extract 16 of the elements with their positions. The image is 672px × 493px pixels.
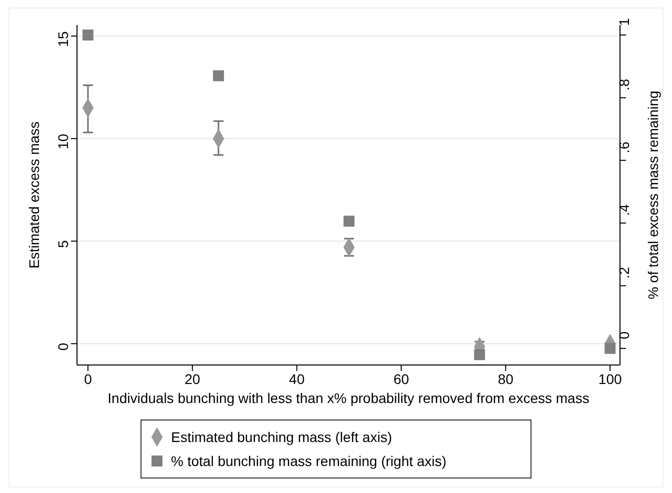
x-tick-label: 100 xyxy=(598,370,622,387)
y-tick-label: 5 xyxy=(55,240,71,248)
x-tick-label: 0 xyxy=(84,370,92,387)
y-tick-label: 0 xyxy=(55,342,71,351)
legend-label: Estimated bunching mass (left axis) xyxy=(171,429,392,445)
y-tick-label: 15 xyxy=(55,31,71,47)
x-tick-label: 20 xyxy=(184,370,200,387)
x-tick-label: 60 xyxy=(393,370,410,387)
x-tick-label: 80 xyxy=(498,370,514,387)
y2-tick-label: 1 xyxy=(616,18,632,26)
y2-axis-title: % of total excess mass remaining xyxy=(645,90,661,300)
legend-label: % total bunching mass remaining (right axis) xyxy=(171,453,446,469)
y-axis-title: Estimated excess mass xyxy=(26,121,42,269)
y-tick-label: 10 xyxy=(55,134,71,150)
x-axis-title: Individuals bunching with less than x% probability removed from excess mass xyxy=(108,390,590,406)
x-tick-label: 40 xyxy=(289,370,305,387)
